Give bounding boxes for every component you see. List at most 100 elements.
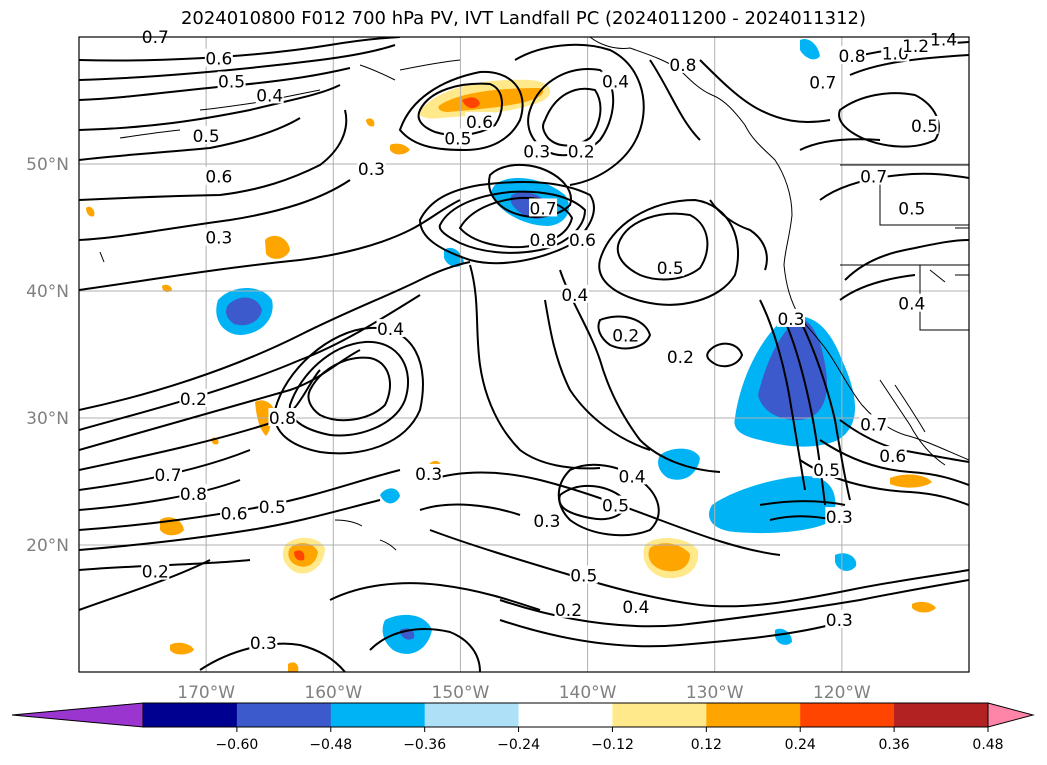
contour-label-bg (560, 284, 589, 303)
contour-label-bg (569, 565, 598, 584)
contour-label: 0.7 (860, 168, 887, 188)
contour-label: 0.3 (205, 229, 232, 249)
contour-label-bg (859, 414, 888, 433)
contour-label: 0.6 (466, 113, 493, 133)
contour-label: 0.5 (444, 130, 471, 150)
contour-label: 0.3 (523, 142, 550, 162)
colorbar-segment (236, 703, 332, 727)
contour-label: 0.4 (377, 320, 404, 340)
contour-label-bg (357, 159, 386, 178)
lat-tick-label: 20°N (26, 536, 69, 556)
contour-label: 0.5 (911, 117, 938, 137)
contour-label-bg (255, 85, 284, 104)
contour-label-bg (901, 35, 930, 54)
colorbar-segment (706, 703, 801, 727)
colorbar-tick-label: −0.24 (497, 737, 540, 753)
lon-tick-label: 120°W (813, 683, 871, 703)
contour-label: 0.8 (180, 485, 207, 505)
contour-labels: 0.70.60.50.40.50.6 0.30.30.60.50.3 0.20.40… (141, 27, 958, 654)
contour-label-bg (204, 48, 233, 67)
contour-label-bg (897, 198, 926, 217)
colorbar-tick-label: 0.36 (879, 737, 910, 753)
contour-label-bg (249, 632, 278, 651)
contour-label: 0.7 (154, 466, 181, 486)
contour-label: 0.7 (530, 199, 557, 219)
colorbar: −0.60 −0.48 −0.36 −0.24 −0.12 0.12 0.24 0.36 0.4… (11, 702, 1035, 753)
contour-label: 0.8 (669, 56, 696, 76)
contour-label: 0.2 (180, 390, 207, 410)
contour-label: 0.6 (879, 447, 906, 467)
latitude-tick-labels: 20°N 30°N 40°N 50°N (26, 155, 69, 556)
contour-label-bg (618, 466, 647, 485)
contour-label-bg (812, 460, 841, 479)
contour-label: 0.3 (826, 611, 853, 631)
contour-label: 0.8 (839, 47, 866, 67)
contour-label: 0.4 (619, 467, 646, 487)
lon-tick-label: 160°W (304, 683, 362, 703)
contour-label-bg (532, 510, 561, 529)
contour-label-bg (443, 128, 472, 147)
contour-label: 0.3 (415, 465, 442, 485)
contour-label-bg (141, 27, 170, 45)
lon-tick-label: 170°W (177, 683, 235, 703)
contour-label: 0.7 (142, 28, 169, 48)
contour-label: 0.4 (898, 295, 925, 315)
colorbar-tick-label: 0.12 (691, 737, 722, 753)
contour-label-bg (554, 599, 583, 618)
contour-label: 0.3 (250, 634, 277, 654)
colorbar-tick-label: −0.36 (403, 737, 446, 753)
contour-label-bg (878, 446, 907, 465)
contour-label: 0.2 (555, 601, 582, 621)
contour-label-bg (601, 71, 630, 90)
colorbar-segment (330, 703, 426, 727)
contour-label: 0.5 (898, 199, 925, 219)
contour-label-bg (621, 597, 650, 616)
contour-label: 0.2 (612, 326, 639, 346)
colorbar-segment (143, 703, 238, 727)
colorbar-tick-label: −0.48 (309, 737, 352, 753)
lon-tick-label: 140°W (559, 683, 617, 703)
contour-label-bg (825, 507, 854, 526)
lat-tick-label: 30°N (26, 409, 69, 429)
contour-label-bg (179, 388, 208, 407)
colorbar-outline (142, 702, 989, 728)
contour-label-bg (567, 141, 596, 160)
contour-label-bg (611, 325, 640, 344)
contour-label: 0.5 (218, 72, 245, 92)
lat-tick-label: 40°N (26, 282, 69, 302)
contour-label-bg (601, 495, 630, 514)
contour-label: 1.4 (930, 31, 957, 51)
lon-tick-label: 150°W (432, 683, 490, 703)
contour-label-bg (859, 166, 888, 185)
colorbar-segment (424, 703, 520, 727)
contour-label: 0.2 (667, 348, 694, 368)
pv-anomaly-fill (86, 38, 936, 672)
contour-label: 0.5 (570, 566, 597, 586)
contour-label: 0.3 (777, 310, 804, 330)
contour-label-bg (141, 561, 170, 580)
map-frame (78, 36, 970, 673)
contour-label-bg (838, 46, 867, 65)
contour-label: 0.8 (269, 409, 296, 429)
lat-tick-label: 50°N (26, 155, 69, 175)
contour-label-bg (204, 227, 233, 246)
contour-label: 0.8 (530, 231, 557, 251)
contour-label: 0.4 (561, 286, 588, 306)
contour-label-bg (897, 293, 926, 312)
colorbar-tick-label: −0.60 (215, 737, 258, 753)
contour-label-bg (268, 408, 297, 426)
contour-label-bg (668, 54, 697, 73)
contour-label-bg (666, 347, 695, 366)
contour-label-bg (568, 230, 597, 249)
contour-label: 0.5 (602, 497, 629, 517)
contour-label: 0.3 (358, 160, 385, 180)
colorbar-segment (800, 703, 895, 727)
contour-label: 0.4 (256, 86, 283, 106)
longitude-tick-labels: 170°W 160°W 150°W 140°W 130°W 120°W (177, 683, 871, 703)
contour-label-bg (465, 112, 494, 131)
colorbar-segment (894, 703, 989, 727)
contour-label: 0.5 (657, 259, 684, 279)
contour-label: 0.7 (860, 415, 887, 435)
contour-label-bg (154, 465, 182, 484)
